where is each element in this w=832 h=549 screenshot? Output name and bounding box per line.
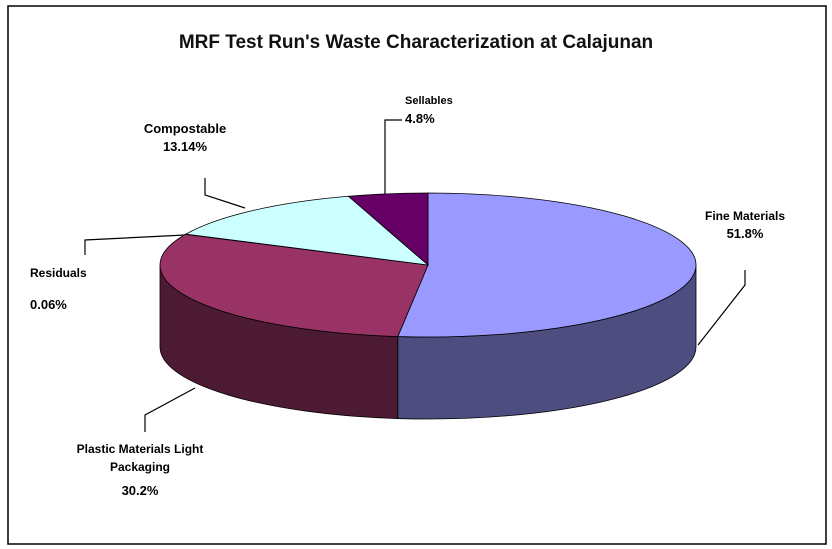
leader-line [697, 270, 746, 346]
leader-line [384, 119, 402, 195]
leader-lines [84, 119, 746, 432]
leader-line [144, 387, 196, 432]
leader-line [84, 234, 186, 255]
slice-label: Sellables 4.8% [405, 92, 453, 128]
slice-label: Fine Materials 51.8% [680, 207, 810, 243]
chart-title: MRF Test Run's Waste Characterization at… [178, 32, 654, 53]
label-name: Fine Materials [704, 209, 786, 223]
slice-label: Compostable 13.14% [120, 120, 250, 156]
label-value: 51.8% [726, 226, 764, 241]
pie [159, 192, 697, 420]
label-value: 0.06% [30, 297, 67, 312]
slice [347, 192, 429, 266]
slice [397, 192, 697, 338]
label-value: 13.14% [162, 139, 208, 154]
label-name: Residuals [30, 266, 87, 280]
label-name: Sellables [405, 95, 453, 107]
label-name: Plastic Materials Light Packaging [76, 442, 204, 474]
leader-line [204, 178, 246, 209]
label-value: 30.2% [121, 483, 159, 498]
label-value: 4.8% [405, 111, 435, 126]
slice [159, 233, 429, 337]
slice-label: Residuals 0.06% [30, 264, 87, 314]
slice-label: Plastic Materials Light Packaging 30.2% [70, 440, 210, 500]
label-name: Compostable [143, 121, 227, 136]
slice [184, 195, 430, 266]
